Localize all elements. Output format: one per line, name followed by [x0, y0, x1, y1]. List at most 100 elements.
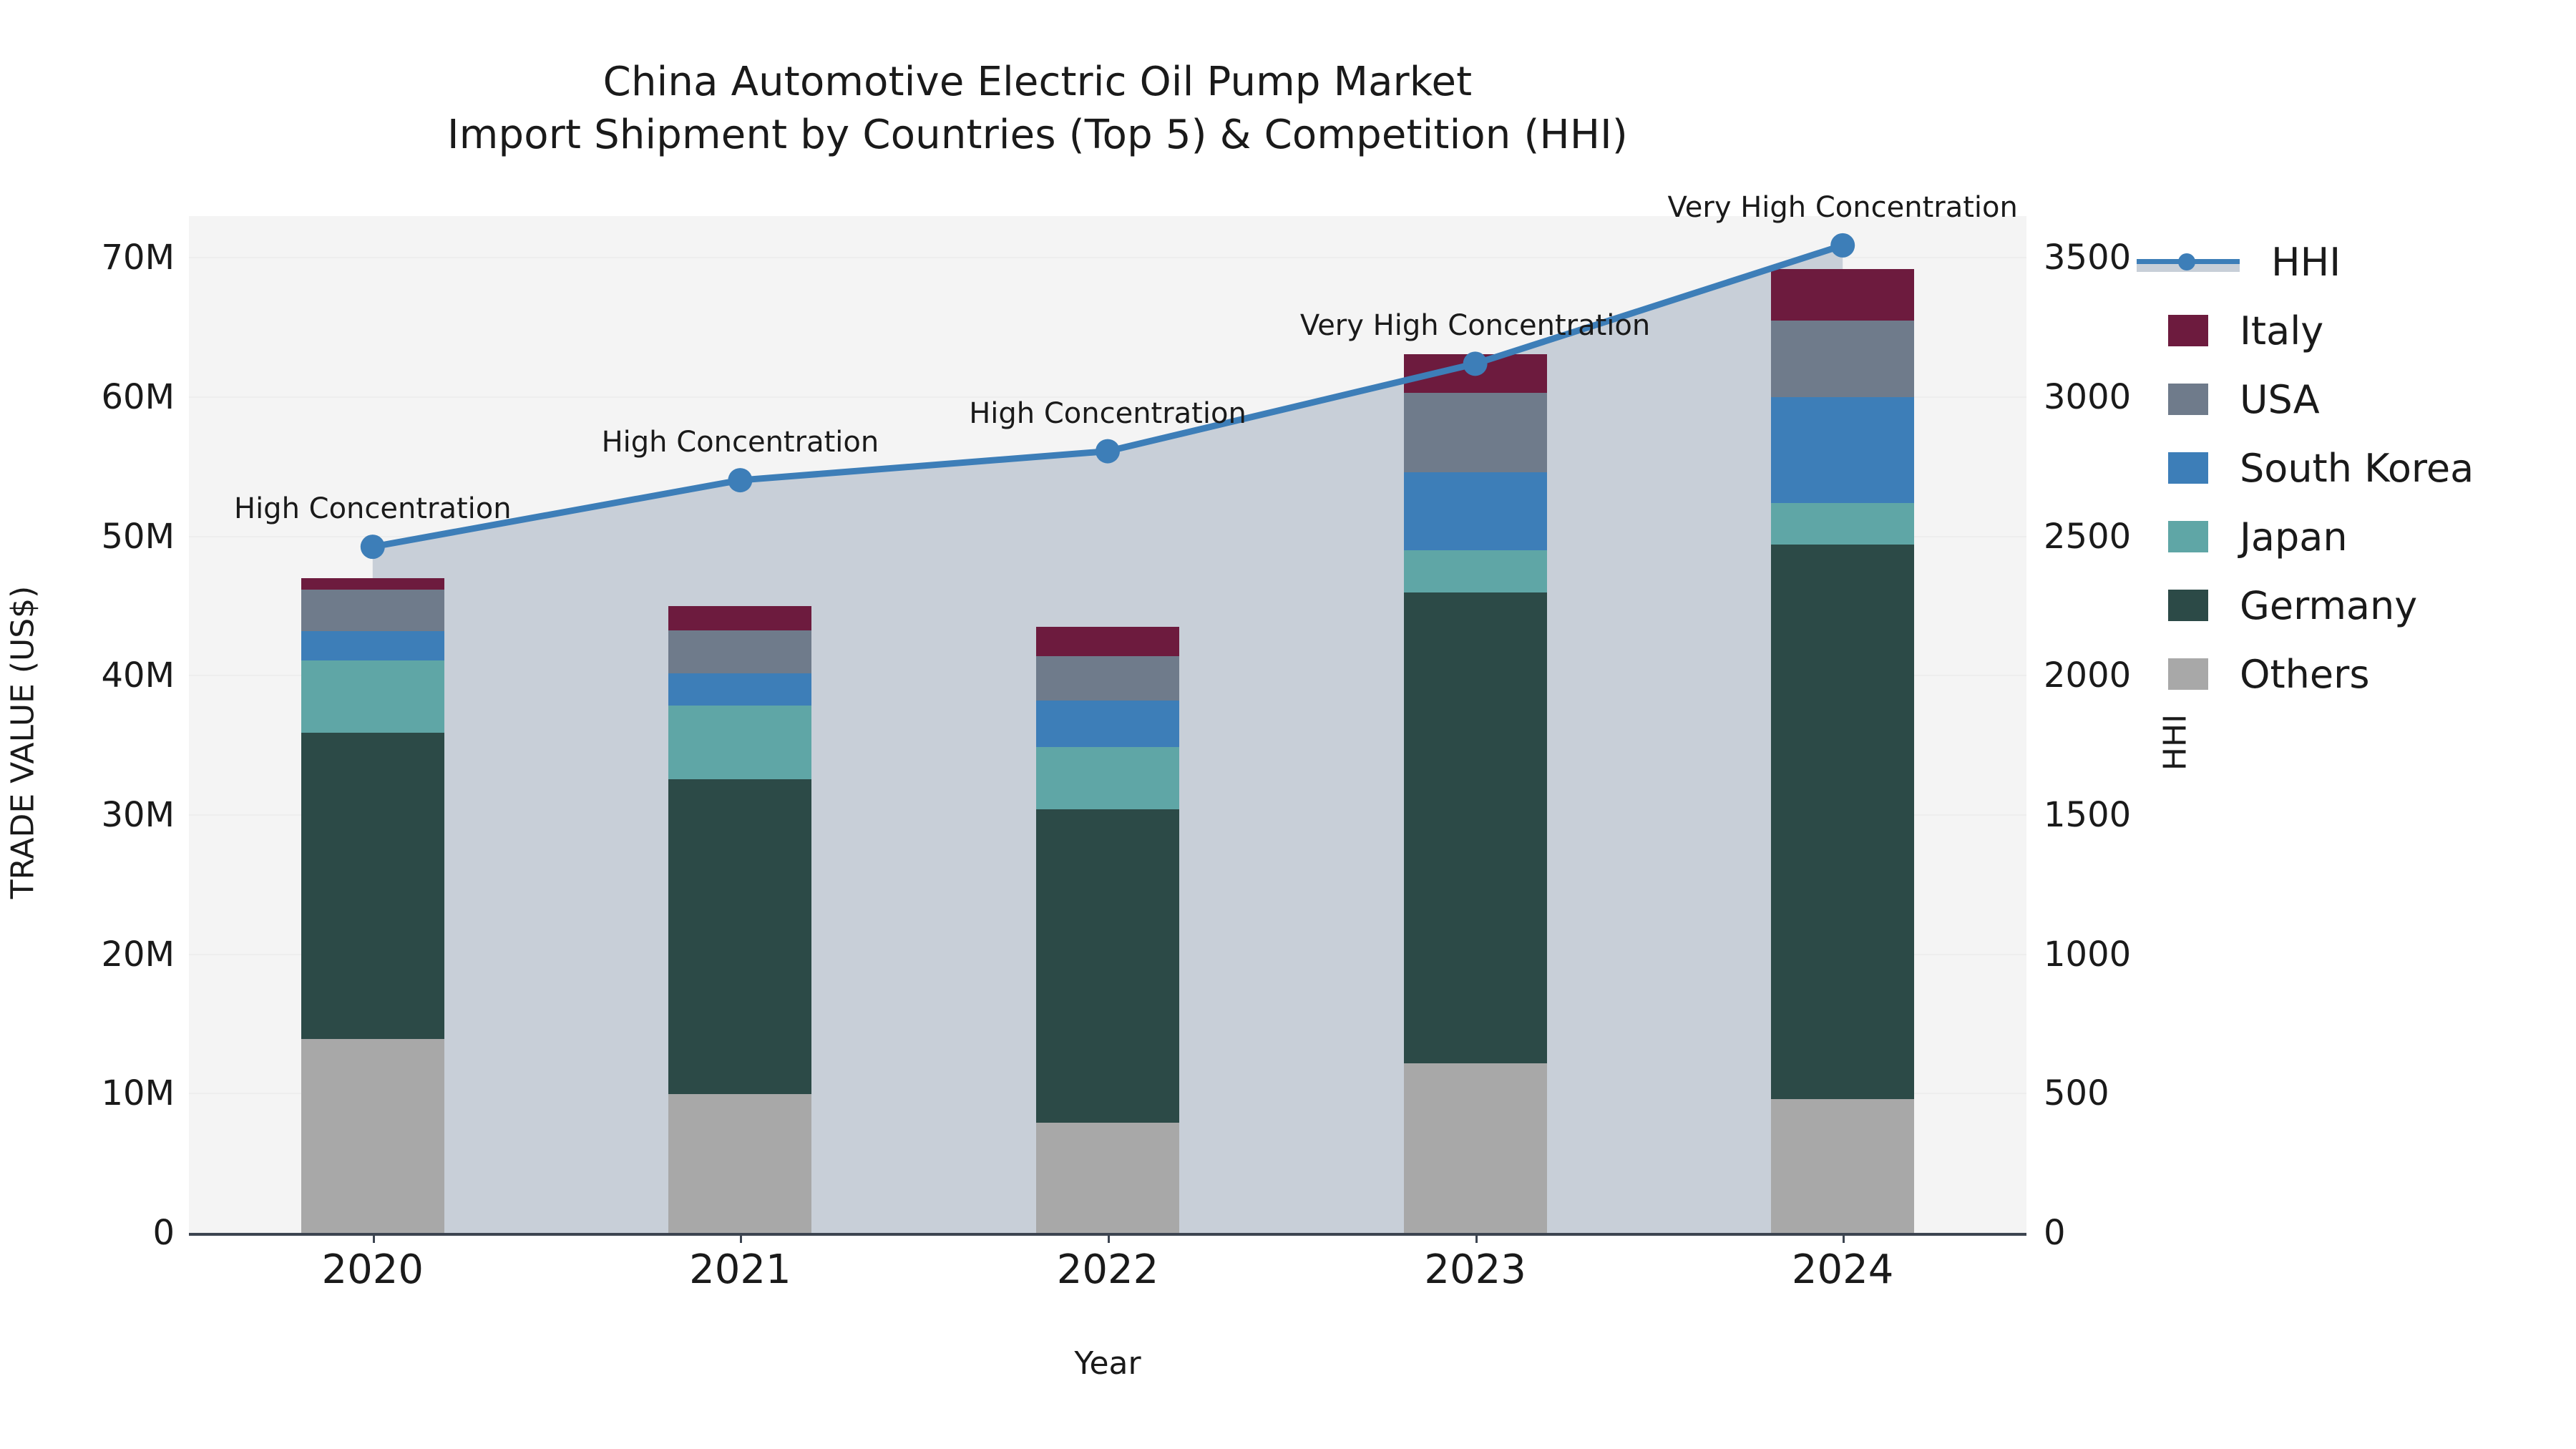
y-left-tick-label: 50M [101, 516, 175, 557]
bar-segment-japan[interactable] [301, 660, 444, 733]
chart-title: China Automotive Electric Oil Pump Marke… [0, 56, 2075, 162]
bar-segment-italy[interactable] [668, 606, 812, 631]
y-left-tick-label: 60M [101, 377, 175, 418]
x-tick-mark [372, 1233, 375, 1243]
annotation-2023: Very High Concentration [1299, 309, 1651, 343]
y-left-tick-label: 20M [101, 934, 175, 975]
legend-item-hhi[interactable]: HHI [2137, 228, 2474, 296]
bar-segment-japan[interactable] [1036, 746, 1179, 810]
bar-segment-germany[interactable] [301, 733, 444, 1040]
legend-item-label: South Korea [2240, 445, 2474, 491]
gridline-right [189, 396, 2026, 399]
x-tick-mark [1475, 1233, 1478, 1243]
y-left-tick-label: 0 [152, 1213, 175, 1253]
bar-segment-germany[interactable] [1403, 592, 1547, 1063]
bar-segment-usa[interactable] [1403, 393, 1547, 473]
bar-segment-japan[interactable] [1403, 550, 1547, 592]
y-right-tick-label: 500 [2044, 1073, 2109, 1114]
bar-segment-usa[interactable] [668, 630, 812, 674]
bar-segment-others[interactable] [1771, 1099, 1915, 1233]
x-tick-mark [1108, 1233, 1110, 1243]
hhi-line-top [360, 233, 1855, 560]
hhi-marker-2024[interactable] [1830, 233, 1855, 258]
y-left-tick-label: 10M [101, 1073, 175, 1114]
y-right-tick-label: 3000 [2044, 377, 2132, 418]
legend-item-label: Others [2240, 651, 2370, 697]
bar-segment-south-korea[interactable] [668, 673, 812, 706]
legend-item-others[interactable]: Others [2168, 640, 2474, 708]
legend-item-label: Japan [2240, 514, 2348, 560]
y-left-tick-label: 40M [101, 655, 175, 696]
bar-segment-italy[interactable] [301, 578, 444, 590]
x-tick-mark [1843, 1233, 1845, 1243]
bar-segment-others[interactable] [301, 1039, 444, 1233]
legend-item-label: HHI [2271, 239, 2341, 285]
legend-item-japan[interactable]: Japan [2168, 502, 2474, 571]
bar-group-2022[interactable] [1036, 216, 1179, 1233]
hhi-marker-2023[interactable] [1463, 351, 1488, 376]
y-axis-left-label: TRADE VALUE (US$) [4, 585, 42, 899]
y-axis-left-ticks: 0 10M 20M 30M 40M 50M 60M 70M [0, 0, 175, 1449]
bar-segment-germany[interactable] [1771, 545, 1915, 1100]
legend-color-swatch-icon [2168, 315, 2208, 346]
y-right-tick-label: 1000 [2044, 934, 2132, 975]
bar-group-2020[interactable] [301, 216, 444, 1233]
legend-item-label: USA [2240, 376, 2320, 422]
bar-segment-south-korea[interactable] [1036, 701, 1179, 747]
bar-group-2024[interactable] [1771, 216, 1915, 1233]
bar-segment-usa[interactable] [1771, 321, 1915, 398]
x-tick-label-2021: 2021 [689, 1246, 791, 1293]
chart-title-line-2: Import Shipment by Countries (Top 5) & C… [447, 112, 1628, 159]
legend-color-swatch-icon [2168, 384, 2208, 415]
hhi-marker-2021[interactable] [728, 468, 753, 493]
bar-segment-usa[interactable] [1036, 656, 1179, 701]
bar-segment-others[interactable] [1036, 1123, 1179, 1233]
x-tick-label-2022: 2022 [1056, 1246, 1159, 1293]
y-right-tick-label: 3500 [2044, 238, 2132, 278]
bar-segment-others[interactable] [1403, 1063, 1547, 1233]
y-left-tick-label: 70M [101, 238, 175, 278]
chart-legend: HHI Italy USA South Korea Japan Germany Others [2137, 228, 2474, 708]
plot-area [189, 216, 2026, 1233]
legend-color-swatch-icon [2168, 521, 2208, 552]
annotation-2020: High Concentration [233, 492, 512, 526]
bar-segment-south-korea[interactable] [1403, 472, 1547, 551]
bar-segment-others[interactable] [668, 1094, 812, 1233]
hhi-marker-2020[interactable] [360, 535, 385, 560]
legend-item-south-korea[interactable]: South Korea [2168, 434, 2474, 502]
x-axis-label: Year [1074, 1345, 1141, 1382]
hhi-marker-2022[interactable] [1096, 439, 1120, 464]
chart-title-line-1: China Automotive Electric Oil Pump Marke… [602, 59, 1473, 105]
legend-item-label: Germany [2240, 582, 2418, 628]
y-right-tick-label: 0 [2044, 1213, 2066, 1253]
gridline-right [189, 257, 2026, 259]
y-right-tick-label: 2500 [2044, 516, 2132, 557]
bar-segment-italy[interactable] [1771, 268, 1915, 321]
bar-segment-germany[interactable] [668, 779, 812, 1095]
legend-color-swatch-icon [2168, 590, 2208, 621]
bars-layer [189, 216, 2026, 1233]
bar-segment-germany[interactable] [1036, 809, 1179, 1123]
legend-item-italy[interactable]: Italy [2168, 296, 2474, 365]
hhi-line [369, 242, 1846, 550]
legend-color-swatch-icon [2168, 452, 2208, 484]
x-tick-label-2020: 2020 [321, 1246, 424, 1293]
bar-segment-south-korea[interactable] [1771, 397, 1915, 503]
bar-segment-japan[interactable] [668, 706, 812, 780]
legend-line-swatch-icon [2137, 246, 2240, 278]
y-right-tick-label: 1500 [2044, 795, 2132, 836]
legend-item-label: Italy [2240, 308, 2324, 353]
x-tick-label-2024: 2024 [1791, 1246, 1894, 1293]
bar-group-2023[interactable] [1403, 216, 1547, 1233]
y-axis-right-ticks: 0 500 1000 1500 2000 2500 3000 3500 [2044, 0, 2223, 1449]
bar-segment-usa[interactable] [301, 589, 444, 632]
legend-item-germany[interactable]: Germany [2168, 571, 2474, 640]
annotation-2021: High Concentration [601, 426, 879, 459]
bar-segment-italy[interactable] [1036, 627, 1179, 657]
bar-group-2021[interactable] [668, 216, 812, 1233]
bar-segment-south-korea[interactable] [301, 631, 444, 660]
x-tick-label-2023: 2023 [1424, 1246, 1526, 1293]
legend-item-usa[interactable]: USA [2168, 365, 2474, 434]
bar-segment-japan[interactable] [1771, 503, 1915, 545]
